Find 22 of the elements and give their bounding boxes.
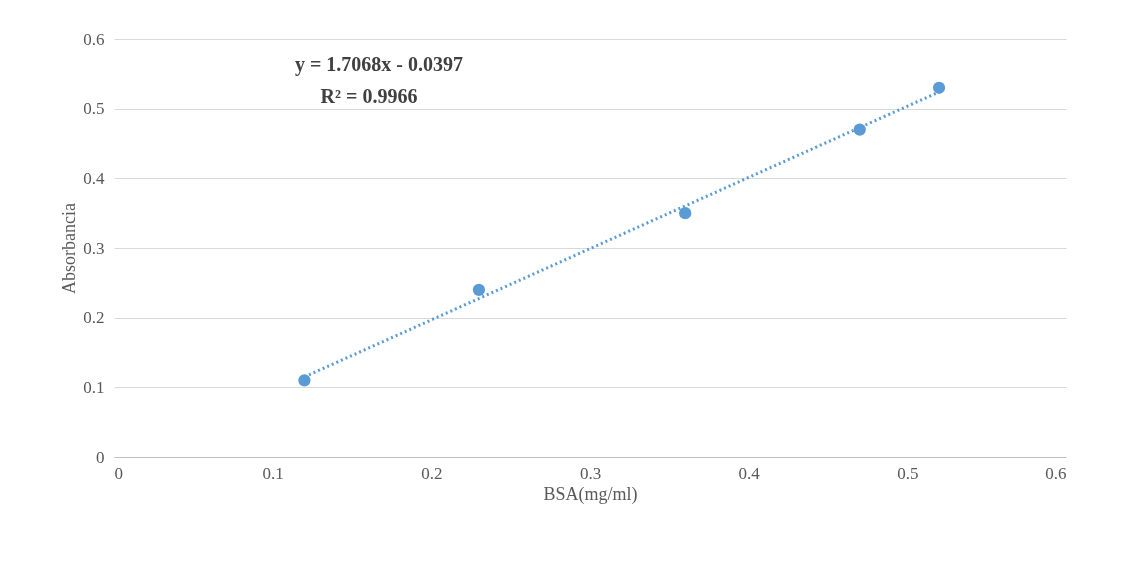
y-tick-label: 0.6 [83, 29, 105, 49]
y-tick-label: 0.2 [83, 308, 105, 328]
x-tick-label: 0.3 [579, 463, 602, 483]
y-tick-label: 0.5 [83, 99, 105, 119]
x-tick-label: 0.4 [738, 463, 761, 483]
y-tick-label: 0.1 [83, 377, 105, 397]
y-tick-label: 0.4 [83, 168, 105, 188]
point [298, 374, 311, 387]
y-tick-label: 0.3 [83, 238, 105, 258]
annotation: R² = 0.9966 [320, 85, 418, 107]
x-axis-title: BSA(mg/ml) [543, 483, 638, 505]
x-tick-label: 0.6 [1045, 463, 1067, 483]
y-axis-title: Absorbancia [59, 203, 80, 294]
y-tick-label: 0 [96, 447, 105, 467]
point [932, 81, 946, 94]
x-tick-label: 0.1 [262, 463, 284, 483]
x-tick-label: 0.2 [421, 463, 443, 483]
point [679, 207, 692, 220]
x-tick-label: 0.5 [897, 463, 919, 483]
annotation: y = 1.7068x - 0.0397 [294, 53, 464, 76]
x-tick-label: 0 [114, 463, 123, 483]
point [472, 283, 486, 296]
